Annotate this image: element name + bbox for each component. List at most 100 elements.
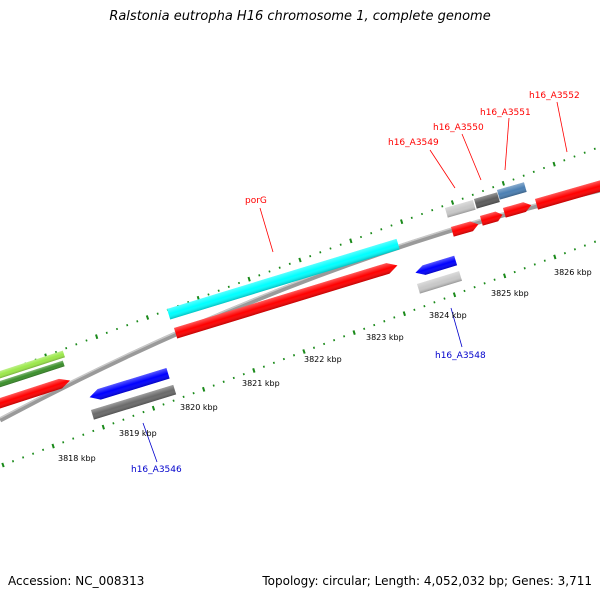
tick-mark: [272, 361, 275, 365]
tick-mark: [82, 433, 85, 436]
tick-mark: [192, 391, 195, 395]
tick-mark: [400, 219, 404, 225]
gene-bar-h16-A3546[interactable]: [91, 384, 177, 420]
gene-label-h16-A3552[interactable]: h16_A3552: [529, 91, 580, 101]
tick-mark: [410, 216, 413, 220]
map-title: Ralstonia eutropha H16 chromosome 1, com…: [109, 9, 491, 24]
tick-mark: [162, 403, 165, 406]
genome-summary-text: Topology: circular; Length: 4,052,032 bp…: [262, 574, 592, 588]
tick-mark: [11, 460, 15, 463]
tick-mark: [543, 259, 546, 262]
tick-mark: [339, 243, 342, 246]
tick-mark: [461, 197, 464, 200]
tick-mark: [262, 365, 265, 368]
gene-bar-h16-A3551[interactable]: [497, 182, 527, 200]
tick-mark: [207, 293, 210, 296]
tick-mark: [433, 301, 436, 304]
tick-mark: [142, 410, 145, 414]
cds-porG[interactable]: [174, 260, 399, 339]
tick-mark: [252, 368, 256, 373]
tick-mark: [237, 281, 241, 285]
gene-label-h16-A3550[interactable]: h16_A3550: [433, 123, 484, 133]
gene-bar-h16-A3549[interactable]: [445, 200, 476, 218]
tick-mark: [493, 278, 496, 281]
tick-mark: [258, 274, 261, 277]
leader-lines: [142, 101, 568, 463]
cds-left-forward[interactable]: [0, 376, 72, 414]
tick-mark: [450, 200, 455, 205]
tick-mark: [481, 189, 485, 193]
leader-h16-A3546: [142, 422, 158, 463]
gene-label-h16-A3546[interactable]: h16_A3546: [131, 465, 182, 475]
tick-mark: [402, 311, 406, 317]
tick-mark: [513, 270, 516, 274]
cds-h16-A3551[interactable]: [503, 200, 533, 218]
gene-label-porG[interactable]: porG: [245, 196, 267, 206]
cds-h16-A3548[interactable]: [414, 255, 458, 278]
tick-mark: [288, 262, 291, 266]
tick-mark: [145, 315, 150, 320]
gene-bar-h16-A3548[interactable]: [417, 271, 463, 294]
tick-mark: [132, 414, 135, 418]
cds-h16-A3546[interactable]: [88, 368, 170, 402]
kbp-label: 3825 kbp: [491, 289, 529, 298]
tick-mark: [431, 208, 434, 212]
gene-bar-h16-A3550[interactable]: [474, 192, 500, 209]
gene-label-h16-A3548[interactable]: h16_A3548: [435, 351, 486, 361]
tick-mark: [112, 422, 115, 425]
tick-mark: [413, 308, 416, 312]
leader-h16-A3549: [429, 149, 456, 189]
tick-mark: [62, 441, 65, 444]
tick-mark: [85, 339, 88, 342]
tick-mark: [583, 244, 586, 247]
tick-mark: [319, 251, 322, 254]
gene-bar-left-lime[interactable]: [0, 350, 65, 384]
leader-h16-A3552: [556, 101, 568, 153]
tick-mark: [423, 304, 426, 308]
tick-mark: [333, 338, 336, 342]
tick-mark: [136, 320, 139, 323]
tick-mark: [329, 247, 332, 250]
tick-mark: [352, 330, 356, 335]
tick-mark: [370, 231, 373, 235]
gene-label-h16-A3551[interactable]: h16_A3551: [480, 108, 531, 118]
tick-mark: [443, 297, 446, 300]
cds-h16-A3549[interactable]: [451, 220, 480, 237]
tick-mark: [292, 354, 296, 357]
tick-mark: [349, 238, 353, 244]
tick-mark: [452, 292, 457, 298]
leader-h16-A3551: [504, 117, 510, 171]
tick-mark: [573, 248, 576, 251]
tick-mark: [312, 346, 316, 349]
tick-mark: [65, 346, 68, 350]
tick-mark: [242, 373, 245, 376]
kbp-label: 3818 kbp: [58, 454, 96, 463]
cds-h16-A3550[interactable]: [480, 210, 504, 226]
tick-mark: [95, 334, 99, 340]
tick-mark: [553, 254, 557, 260]
tick-mark: [75, 343, 78, 346]
tick-mark: [156, 312, 159, 315]
tick-mark: [247, 276, 251, 282]
tick-mark: [32, 452, 35, 455]
tick-mark: [115, 327, 119, 331]
gene-bar-porG[interactable]: [167, 238, 400, 320]
tick-mark: [512, 178, 515, 181]
tick-mark: [302, 349, 306, 354]
tick-mark: [323, 342, 326, 346]
tick-mark: [343, 335, 346, 338]
tick-mark: [202, 386, 206, 392]
tick-mark: [501, 180, 505, 186]
tick-mark: [282, 357, 285, 361]
tick-mark: [483, 282, 486, 285]
tick-mark: [563, 251, 566, 255]
tick-mark: [222, 380, 225, 383]
cds-h16-A3552[interactable]: [535, 176, 600, 210]
gene-bar-left-green[interactable]: [0, 360, 65, 393]
gene-label-h16-A3549[interactable]: h16_A3549: [388, 138, 439, 148]
tick-mark: [268, 270, 271, 273]
kbp-label: 3819 kbp: [119, 429, 157, 438]
tick-mark: [563, 159, 566, 162]
tick-mark: [51, 443, 55, 449]
